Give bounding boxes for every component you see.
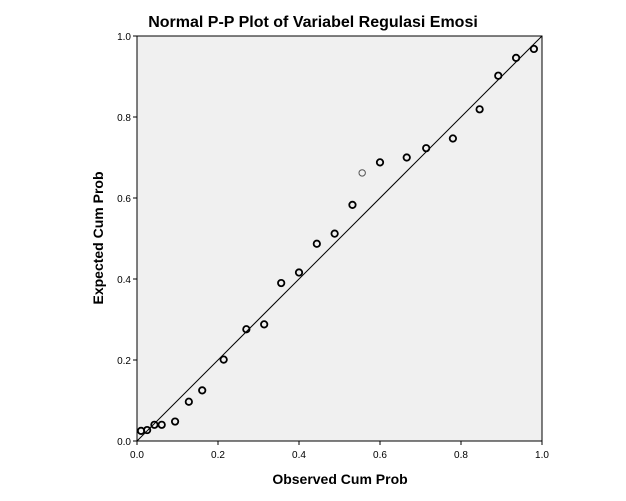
y-tick-label: 0.8 bbox=[117, 113, 131, 124]
data-point bbox=[475, 105, 484, 114]
x-tick-label: 0.0 bbox=[130, 450, 144, 461]
data-point bbox=[157, 420, 166, 429]
x-tick-label: 0.4 bbox=[292, 450, 306, 461]
x-axis: 0.0 0.2 0.4 0.6 0.8 1.0 bbox=[130, 441, 549, 461]
data-points bbox=[136, 44, 539, 435]
data-point bbox=[170, 417, 180, 426]
data-point bbox=[294, 268, 304, 277]
data-point bbox=[375, 158, 385, 167]
y-tick-label: 0.4 bbox=[117, 275, 131, 286]
x-tick-label: 0.6 bbox=[373, 450, 387, 461]
data-point bbox=[184, 397, 193, 406]
data-point bbox=[219, 355, 228, 364]
data-point bbox=[198, 386, 207, 395]
x-axis-label: Observed Cum Prob bbox=[272, 471, 407, 487]
data-point bbox=[448, 134, 457, 143]
x-tick-label: 0.2 bbox=[211, 450, 225, 461]
data-point bbox=[402, 153, 411, 162]
data-point bbox=[312, 239, 321, 248]
x-tick-label: 1.0 bbox=[535, 450, 549, 461]
x-tick-label: 0.8 bbox=[454, 450, 468, 461]
data-point bbox=[348, 200, 357, 209]
data-point bbox=[358, 169, 366, 177]
y-axis-label: Expected Cum Prob bbox=[90, 171, 106, 304]
y-tick-label: 0.2 bbox=[117, 356, 131, 367]
data-point bbox=[422, 144, 431, 153]
data-point bbox=[529, 44, 539, 54]
data-point bbox=[260, 320, 269, 329]
data-point bbox=[277, 278, 286, 288]
y-tick-label: 0.6 bbox=[117, 194, 131, 205]
data-point bbox=[494, 71, 503, 80]
data-point bbox=[330, 229, 339, 238]
data-point bbox=[511, 53, 521, 62]
data-point bbox=[242, 325, 251, 334]
y-tick-label: 1.0 bbox=[117, 32, 131, 43]
data-point bbox=[143, 425, 152, 435]
chart-title: Normal P-P Plot of Variabel Regulasi Emo… bbox=[148, 14, 478, 31]
reference-line bbox=[136, 35, 543, 442]
y-axis: 0.0 0.2 0.4 0.6 0.8 1.0 bbox=[117, 32, 137, 448]
y-tick-label: 0.0 bbox=[117, 437, 131, 448]
